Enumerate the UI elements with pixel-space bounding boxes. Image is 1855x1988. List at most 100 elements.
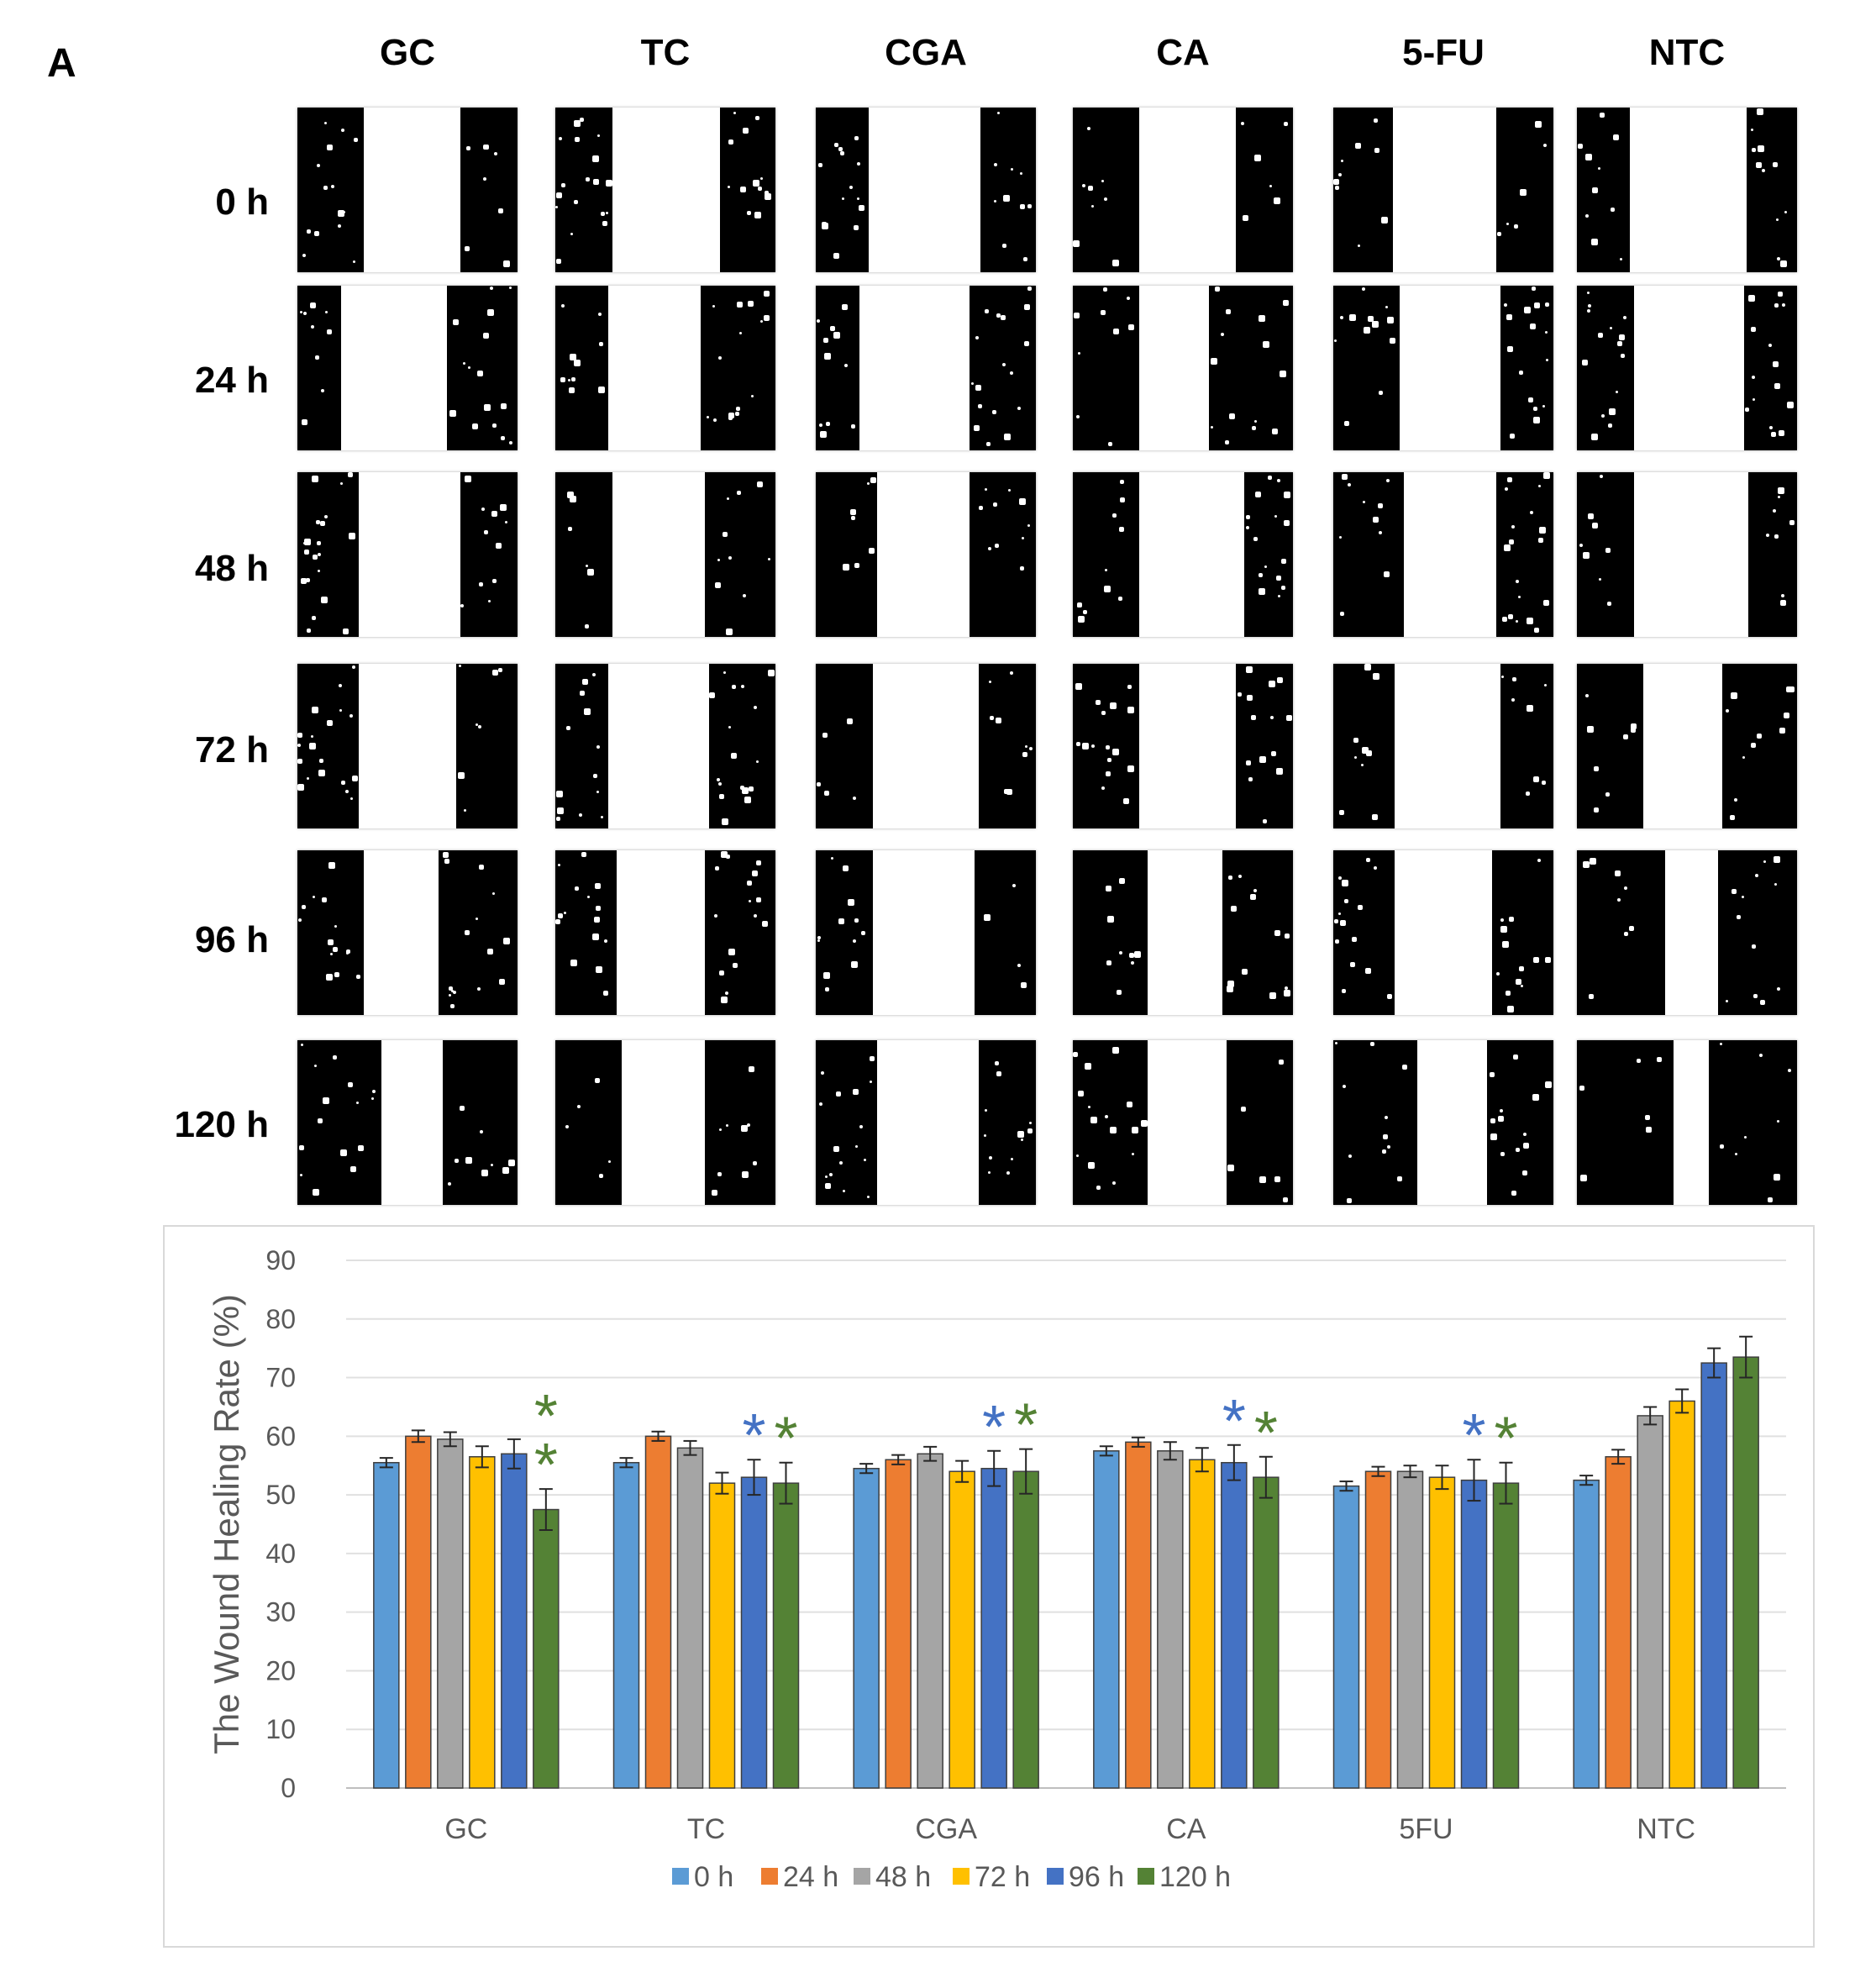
cell-speck bbox=[1533, 417, 1540, 423]
cell-speck bbox=[1076, 1154, 1079, 1157]
cell-speck bbox=[1731, 692, 1737, 699]
cell-speck bbox=[1385, 1116, 1388, 1119]
cell-speck bbox=[1776, 218, 1779, 221]
cell-speck bbox=[1247, 695, 1253, 701]
cell-speck bbox=[857, 162, 860, 166]
cell-speck bbox=[297, 784, 304, 791]
cell-speck bbox=[823, 338, 828, 343]
cell-speck bbox=[996, 1071, 1001, 1076]
scratch-micrograph bbox=[816, 850, 1036, 1015]
cell-speck bbox=[1333, 179, 1339, 185]
cell-speck bbox=[1085, 1063, 1091, 1070]
cell-speck bbox=[1344, 421, 1349, 426]
cell-speck bbox=[833, 332, 840, 339]
cell-speck bbox=[311, 325, 314, 329]
cell-speck bbox=[1104, 586, 1111, 592]
cell-speck bbox=[1361, 764, 1364, 766]
cell-speck bbox=[1509, 917, 1514, 922]
cell-speck bbox=[1284, 492, 1290, 498]
cell-speck bbox=[343, 628, 349, 634]
cell-speck bbox=[712, 1190, 717, 1196]
scratch-micrograph bbox=[1073, 286, 1293, 450]
cell-speck bbox=[1105, 569, 1107, 571]
cell-speck bbox=[1363, 501, 1365, 503]
cell-speck bbox=[1349, 314, 1356, 321]
cell-speck bbox=[300, 311, 302, 313]
cell-speck bbox=[1585, 154, 1592, 160]
cell-speck bbox=[312, 616, 316, 620]
cell-speck bbox=[1609, 408, 1616, 415]
cell-speck bbox=[484, 404, 491, 411]
cell-speck bbox=[1020, 566, 1024, 571]
cell-speck bbox=[1347, 1198, 1352, 1203]
cell-speck bbox=[501, 403, 507, 409]
cell-speck bbox=[996, 313, 1001, 318]
cell-speck bbox=[1580, 1175, 1587, 1181]
cell-speck bbox=[487, 309, 494, 316]
cell-speck bbox=[768, 670, 775, 676]
cell-speck bbox=[558, 864, 560, 866]
cell-monolayer-left bbox=[555, 1040, 622, 1205]
cell-speck bbox=[994, 163, 997, 166]
cell-speck bbox=[322, 897, 327, 902]
cell-speck bbox=[595, 883, 601, 889]
cell-speck bbox=[1590, 858, 1596, 865]
cell-monolayer-right bbox=[1236, 664, 1293, 828]
cell-speck bbox=[1546, 359, 1548, 361]
cell-speck bbox=[1619, 334, 1625, 340]
cell-speck bbox=[1021, 982, 1027, 988]
cell-speck bbox=[854, 563, 859, 568]
cell-monolayer-right bbox=[705, 850, 775, 1015]
cell-speck bbox=[1101, 180, 1104, 182]
cell-speck bbox=[1107, 758, 1111, 762]
cell-speck bbox=[601, 816, 603, 818]
cell-monolayer-left bbox=[1333, 850, 1395, 1015]
cell-speck bbox=[1020, 172, 1022, 175]
cell-speck bbox=[1387, 317, 1394, 323]
cell-speck bbox=[501, 436, 505, 440]
cell-monolayer-right bbox=[1487, 1040, 1553, 1205]
row-header-96h: 96 h bbox=[194, 919, 269, 960]
scratch-micrograph bbox=[1333, 108, 1553, 272]
cell-speck bbox=[297, 759, 302, 764]
cell-speck bbox=[1029, 1122, 1032, 1124]
cell-speck bbox=[1763, 860, 1766, 863]
cell-speck bbox=[1773, 509, 1776, 513]
cell-speck bbox=[1253, 889, 1257, 892]
cell-speck bbox=[870, 1081, 872, 1083]
cell-speck bbox=[1579, 544, 1583, 547]
cell-speck bbox=[1271, 751, 1276, 756]
cell-monolayer-right bbox=[980, 108, 1036, 272]
cell-speck bbox=[838, 918, 844, 924]
cell-speck bbox=[1078, 352, 1080, 355]
cell-speck bbox=[1251, 715, 1256, 720]
bar bbox=[1460, 1479, 1488, 1789]
cell-speck bbox=[1350, 962, 1355, 967]
cell-speck bbox=[1112, 513, 1117, 518]
cell-speck bbox=[1528, 397, 1533, 402]
cell-speck bbox=[820, 431, 827, 438]
cell-monolayer-left bbox=[1333, 472, 1404, 637]
cell-speck bbox=[1532, 1094, 1539, 1101]
cell-speck bbox=[1352, 937, 1357, 942]
cell-speck bbox=[498, 208, 503, 213]
cell-monolayer-right bbox=[1209, 286, 1293, 450]
cell-speck bbox=[1542, 781, 1546, 785]
cell-speck bbox=[334, 925, 337, 928]
cell-speck bbox=[1490, 1118, 1495, 1123]
cell-speck bbox=[466, 146, 470, 150]
cell-speck bbox=[1720, 1144, 1724, 1149]
cell-speck bbox=[1365, 968, 1371, 974]
cell-speck bbox=[1387, 994, 1392, 999]
cell-speck bbox=[741, 685, 744, 688]
cell-speck bbox=[1523, 1133, 1527, 1136]
bar bbox=[612, 1461, 640, 1789]
cell-speck bbox=[857, 197, 859, 200]
cell-speck bbox=[302, 254, 306, 257]
cell-speck bbox=[318, 553, 321, 556]
cell-speck bbox=[1523, 1143, 1529, 1149]
cell-speck bbox=[1106, 771, 1111, 776]
cell-speck bbox=[975, 336, 979, 339]
cell-speck bbox=[1511, 525, 1515, 529]
cell-speck bbox=[596, 966, 602, 973]
